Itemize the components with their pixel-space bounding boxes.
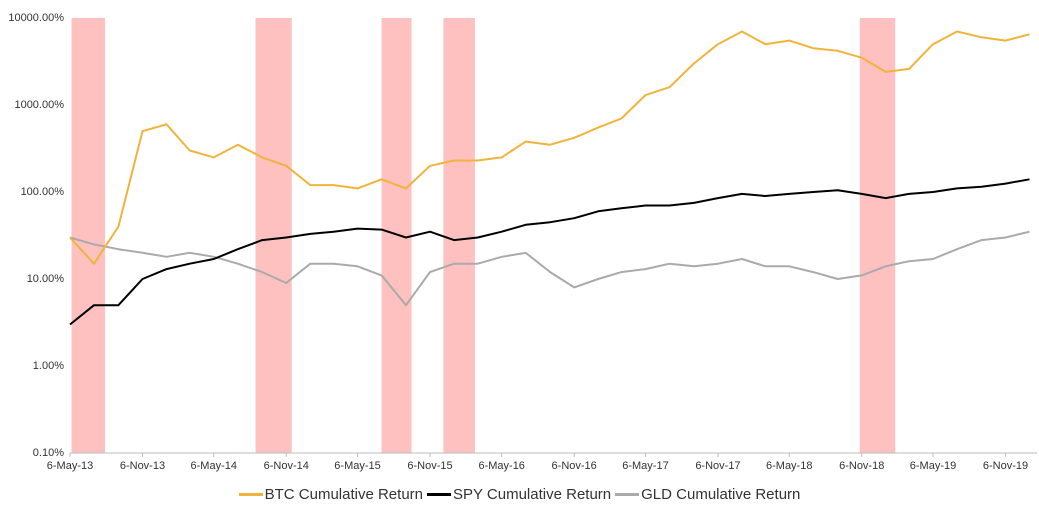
x-tick-label: 6-May-13 [47, 460, 93, 472]
x-tick-label: 6-Nov-18 [839, 460, 884, 472]
legend-item: BTC Cumulative Return [238, 486, 423, 503]
y-tick-label: 10000.00% [8, 12, 64, 24]
legend: BTC Cumulative Return SPY Cumulative Retu… [0, 486, 1039, 503]
y-tick-label: 1.00% [33, 360, 64, 372]
series-line [69, 230, 1030, 307]
legend-label: BTC Cumulative Return [264, 486, 423, 503]
shaded-period [381, 18, 412, 453]
x-tick-label: 6-May-18 [766, 460, 812, 472]
legend-swatch [615, 493, 640, 496]
x-tick-label: 6-Nov-15 [407, 460, 452, 472]
chart: 0.10% 1.00% 10.00% 100.00% 1000.00% 10000.00%… [8, 12, 1037, 472]
x-tick-label: 6-Nov-16 [552, 460, 597, 472]
series-line [69, 30, 1030, 265]
x-tick-label: 6-Nov-17 [695, 460, 740, 472]
x-tick-label: 6-May-19 [910, 460, 956, 472]
legend-item: GLD Cumulative Return [615, 486, 800, 503]
x-tick-label: 6-May-17 [622, 460, 668, 472]
shaded-period [255, 18, 292, 453]
x-tick-label: 6-Nov-14 [264, 460, 309, 472]
shaded-period [859, 18, 896, 453]
x-tick-label: 6-Nov-19 [983, 460, 1028, 472]
legend-label: GLD Cumulative Return [641, 486, 801, 503]
series-line [69, 178, 1030, 326]
shaded-period [71, 18, 106, 453]
legend-swatch [427, 493, 451, 496]
y-tick-label: 0.10% [33, 447, 64, 459]
legend-label: SPY Cumulative Return [453, 486, 612, 503]
x-tick-label: 6-May-15 [334, 460, 380, 472]
legend-swatch [238, 493, 263, 496]
y-tick-label: 100.00% [21, 186, 65, 198]
y-tick-label: 1000.00% [14, 99, 64, 111]
legend-item: SPY Cumulative Return [427, 486, 611, 503]
x-tick-label: 6-May-16 [478, 460, 524, 472]
y-tick-label: 10.00% [27, 273, 65, 285]
x-tick-label: 6-Nov-13 [120, 460, 165, 472]
x-tick-label: 6-May-14 [191, 460, 237, 472]
shaded-period [443, 18, 475, 453]
